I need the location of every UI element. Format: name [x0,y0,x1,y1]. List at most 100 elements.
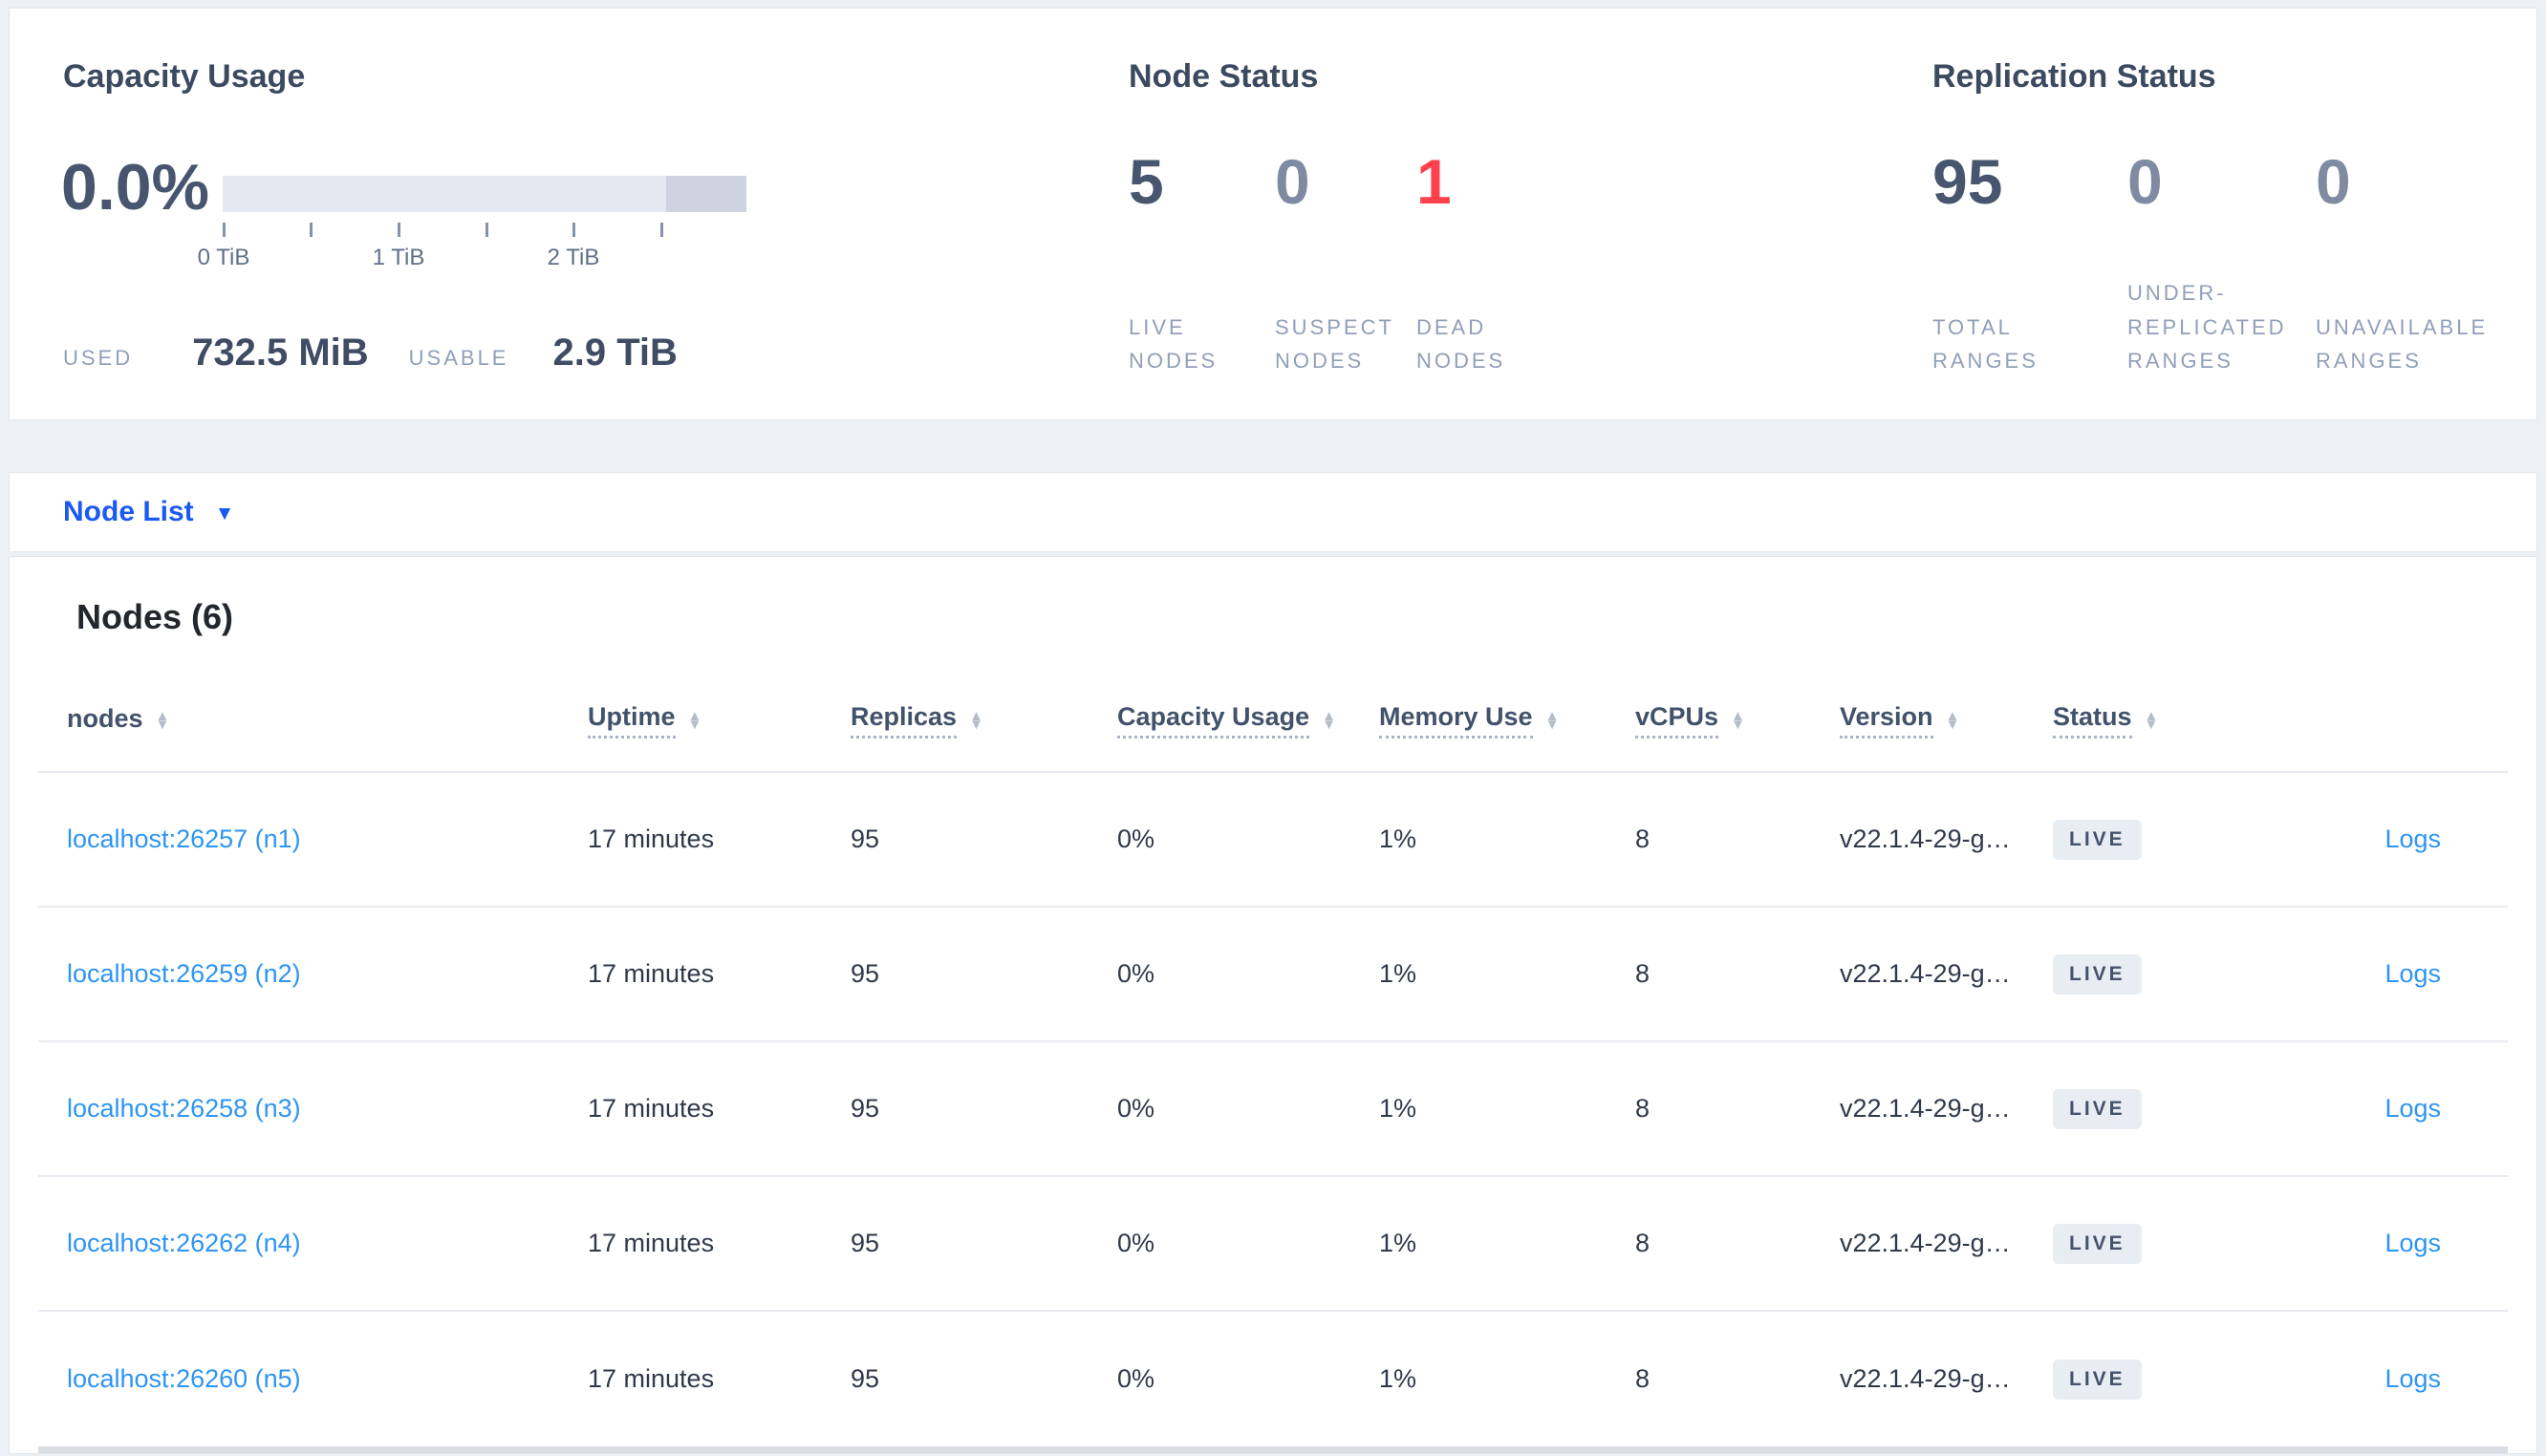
logs-link[interactable]: Logs [2384,959,2441,988]
axis-tick-label: 2 TiB [547,245,600,270]
live-nodes-label: LIVE NODES [1129,314,1219,373]
under-replicated-label: UNDER-REPLICATED RANGES [2127,281,2287,373]
axis-tick [310,223,313,237]
unavailable-ranges-value: 0 [2316,146,2351,217]
node-link[interactable]: localhost:26257 (n1) [67,824,301,853]
table-row: localhost:26259 (n2) 17 minutes 95 0% 1%… [38,908,2508,1042]
capacity-usage-title: Capacity Usage [63,58,306,95]
replicas-cell: 95 [851,1229,880,1257]
nodes-section-title: Nodes (6) [76,597,234,636]
vcpus-cell: 8 [1635,1094,1651,1123]
table-header-row: nodes ▲ ▼ Uptime ▲ ▼ Replicas ▲ ▼ Capacity … [38,687,2508,754]
header-divider [38,771,2508,773]
dead-nodes-value: 1 [1416,146,1452,217]
logs-link[interactable]: Logs [2384,1229,2441,1257]
memory-cell: 1% [1379,1229,1417,1257]
vcpus-cell: 8 [1635,824,1651,853]
cluster-overview-panel: Capacity Usage 0.0% 0 TiB 1 TiB 2 TiB US… [9,8,2537,420]
axis-tick-label: 1 TiB [372,245,425,270]
node-list-dropdown-label: Node List [63,496,194,527]
axis-tick-label: 0 TiB [197,245,250,270]
column-header-replicas[interactable]: Replicas ▲ ▼ [851,702,1117,739]
capacity-cell: 0% [1117,1094,1155,1123]
memory-cell: 1% [1379,824,1417,853]
replicas-cell: 95 [851,1364,880,1393]
sort-icon: ▲ ▼ [2144,707,2159,733]
sort-icon: ▲ ▼ [969,707,983,733]
status-badge: LIVE [2053,1359,2142,1400]
dead-nodes-label: DEAD NODES [1416,314,1506,373]
view-selector-bar: Node List ▼ [9,472,2537,552]
capacity-percent: 0.0% [61,151,209,224]
node-link[interactable]: localhost:26262 (n4) [67,1229,301,1257]
table-row: localhost:26258 (n3) 17 minutes 95 0% 1%… [38,1042,2508,1177]
unavailable-ranges-label: UNAVAILABLE RANGES [2316,314,2489,373]
capacity-cell: 0% [1117,1364,1155,1393]
node-status-title: Node Status [1129,58,1319,95]
status-badge: LIVE [2053,1223,2142,1264]
sort-icon: ▲ ▼ [1731,707,1745,733]
usable-value: 2.9 TiB [552,332,678,374]
uptime-cell: 17 minutes [588,1094,715,1123]
capacity-cell: 0% [1117,1229,1155,1257]
logs-link[interactable]: Logs [2384,1094,2441,1123]
replication-status-title: Replication Status [1932,58,2216,95]
suspect-nodes-stat: 0 SUSPECT NODES [1275,150,1416,377]
sort-icon: ▲ ▼ [155,707,170,733]
replicas-cell: 95 [851,824,880,853]
capacity-cell: 0% [1117,959,1155,988]
uptime-cell: 17 minutes [588,1229,715,1257]
uptime-cell: 17 minutes [588,1364,715,1393]
uptime-cell: 17 minutes [588,824,715,853]
vcpus-cell: 8 [1635,1229,1651,1257]
column-header-memory-use[interactable]: Memory Use ▲ ▼ [1379,702,1635,739]
memory-cell: 1% [1379,1094,1417,1123]
vcpus-cell: 8 [1635,959,1651,988]
capacity-usage-bar: 0 TiB 1 TiB 2 TiB [198,176,746,270]
version-cell: v22.1.4-29-g… [1840,959,2011,988]
column-header-version[interactable]: Version ▲ ▼ [1840,702,2053,739]
nodes-table: nodes ▲ ▼ Uptime ▲ ▼ Replicas ▲ ▼ Capacity … [38,687,2508,1446]
table-row: localhost:26262 (n4) 17 minutes 95 0% 1%… [38,1177,2508,1312]
version-cell: v22.1.4-29-g… [1840,1364,2011,1393]
node-link[interactable]: localhost:26258 (n3) [67,1094,301,1123]
axis-tick [660,223,663,237]
node-link[interactable]: localhost:26260 (n5) [67,1364,301,1393]
under-replicated-stat: 0 UNDER-REPLICATED RANGES [2127,150,2316,377]
logs-link[interactable]: Logs [2384,824,2441,853]
column-header-vcpus[interactable]: vCPUs ▲ ▼ [1635,702,1840,739]
column-header-nodes[interactable]: nodes ▲ ▼ [67,703,170,733]
node-link[interactable]: localhost:26259 (n2) [67,959,301,988]
axis-tick [572,223,575,237]
axis-tick [398,223,400,237]
replicas-cell: 95 [851,1094,880,1123]
table-bottom-divider [38,1446,2508,1453]
axis-tick [223,223,226,237]
live-nodes-value: 5 [1129,146,1164,217]
suspect-nodes-value: 0 [1275,146,1310,217]
sort-icon: ▲ ▼ [1544,707,1560,733]
status-badge: LIVE [2053,1088,2142,1129]
status-badge: LIVE [2053,953,2142,995]
nodes-panel: Nodes (6) nodes ▲ ▼ Uptime ▲ ▼ Replicas ▲ ▼… [9,556,2537,1454]
replicas-cell: 95 [851,959,880,988]
used-value: 732.5 MiB [192,332,369,374]
capacity-bar-reserved-segment [666,176,746,212]
used-label: USED [63,346,134,370]
status-badge: LIVE [2053,819,2142,860]
version-cell: v22.1.4-29-g… [1840,1229,2011,1257]
logs-link[interactable]: Logs [2384,1364,2441,1393]
column-header-status[interactable]: Status ▲ ▼ [2053,702,2292,739]
chevron-down-icon: ▼ [214,503,235,525]
column-header-capacity-usage[interactable]: Capacity Usage ▲ ▼ [1117,702,1379,739]
capacity-cell: 0% [1117,824,1155,853]
version-cell: v22.1.4-29-g… [1840,824,2011,853]
sort-icon: ▲ ▼ [687,707,702,733]
suspect-nodes-label: SUSPECT NODES [1275,314,1394,373]
node-status-stats: 5 LIVE NODES 0 SUSPECT NODES 1 DEAD NODE… [1129,150,1579,377]
uptime-cell: 17 minutes [588,959,715,988]
node-list-dropdown[interactable]: Node List ▼ [63,496,234,528]
version-cell: v22.1.4-29-g… [1840,1094,2011,1123]
column-header-uptime[interactable]: Uptime ▲ ▼ [588,702,851,739]
total-ranges-label: TOTAL RANGES [1932,314,2039,373]
